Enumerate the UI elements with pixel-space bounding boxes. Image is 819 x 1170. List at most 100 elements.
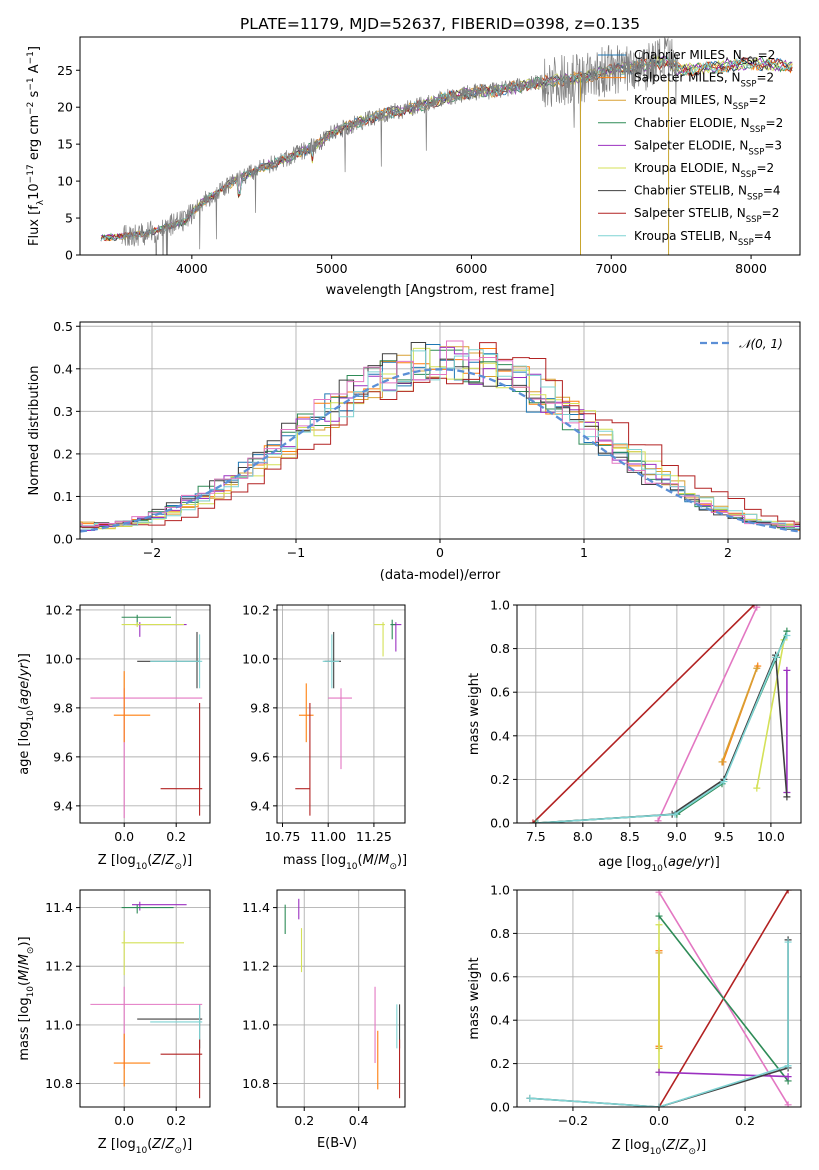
x-tick-label: −0.2 bbox=[558, 1113, 588, 1128]
y-tick-label: 9.8 bbox=[250, 700, 270, 715]
errorbar-point bbox=[295, 702, 311, 816]
y-tick-label: 1.0 bbox=[490, 598, 510, 613]
errorbar-point bbox=[113, 1033, 151, 1087]
x-tick-label: 0.0 bbox=[114, 829, 134, 844]
residual-histogram-line bbox=[80, 347, 800, 530]
mass-weight-marker bbox=[784, 1062, 792, 1070]
mass-weight-marker bbox=[753, 664, 761, 672]
x-tick-label: 11.25 bbox=[356, 829, 392, 844]
mass-weight-marker bbox=[655, 912, 663, 920]
legend-label: Salpeter MILES, NSSP=2 bbox=[634, 71, 774, 90]
mass-weight-marker bbox=[532, 819, 540, 823]
axes-frame bbox=[516, 889, 802, 1108]
x-tick-label: 0.2 bbox=[166, 829, 186, 844]
mass-weight-marker bbox=[784, 1101, 792, 1107]
mass-weight-line bbox=[529, 942, 789, 1107]
errorbar-point bbox=[121, 614, 171, 625]
y-tick-label: 0.6 bbox=[490, 685, 510, 700]
y-tick-label: 0.8 bbox=[490, 641, 510, 656]
mass-weight-marker bbox=[534, 819, 542, 823]
y-tick-label: 0.4 bbox=[490, 728, 510, 743]
y-tick-label: 0 bbox=[65, 248, 73, 263]
observed-spectrum-line bbox=[121, 37, 679, 255]
x-tick-label: 0.2 bbox=[166, 1113, 186, 1128]
y-tick-label: 0.0 bbox=[490, 1100, 510, 1115]
axes-frame bbox=[276, 889, 406, 1108]
errorbar-point bbox=[137, 1004, 203, 1049]
mass-weight-marker bbox=[655, 1068, 663, 1076]
y-tick-label: 10 bbox=[57, 174, 73, 189]
legend-label: Chabrier MILES, NSSP=2 bbox=[634, 48, 775, 67]
y-tick-label: 0.6 bbox=[490, 969, 510, 984]
errorbar-point bbox=[324, 631, 341, 689]
y-tick-label: 1.0 bbox=[490, 883, 510, 898]
mass-weight-line bbox=[537, 654, 788, 823]
errorbar-points bbox=[90, 614, 203, 819]
y-tick-label: 0.8 bbox=[490, 926, 510, 941]
age-vs-mass-panel: 10.75 11.00 11.25 9.4 9.6 9.8 10.0 10.2 mass [lo… bbox=[242, 602, 407, 872]
x-tick-label: 0.2 bbox=[735, 1113, 755, 1128]
mass-weight-marker bbox=[784, 1073, 792, 1081]
x-tick-label: 8000 bbox=[735, 261, 767, 276]
mass-weight-marker bbox=[783, 666, 791, 674]
errorbar-point bbox=[121, 931, 184, 976]
errorbar-point bbox=[392, 622, 402, 652]
massweight-vs-age-ylabel: mass weight bbox=[467, 673, 482, 755]
errorbar-point bbox=[298, 683, 314, 743]
mass-weight-marker bbox=[654, 817, 662, 823]
massweight-vs-age-xlabel: age [log10(age/yr)] bbox=[598, 855, 720, 874]
mass-weight-marker bbox=[529, 819, 537, 823]
y-tick-label: 0.4 bbox=[490, 1013, 510, 1028]
residuals-xlabel: (data-model)/error bbox=[380, 568, 501, 583]
mass-weight-marker bbox=[753, 605, 761, 611]
y-tick-label: 10.2 bbox=[242, 602, 270, 617]
errorbar-point bbox=[121, 622, 184, 628]
mass-weight-line bbox=[756, 639, 785, 789]
y-tick-label: 11.4 bbox=[45, 900, 73, 915]
spectrum-ylabel: Flux [fλ10−17 erg cm−2 s−1 A−1] bbox=[26, 46, 46, 246]
x-tick-label: 0.4 bbox=[349, 1113, 369, 1128]
legend-label: Chabrier ELODIE, NSSP=2 bbox=[634, 116, 783, 135]
residual-histogram-line bbox=[80, 349, 800, 531]
errorbar-point bbox=[132, 901, 187, 911]
mass-weight-marker bbox=[655, 890, 663, 896]
y-tick-label: 15 bbox=[57, 137, 73, 152]
y-tick-label: 9.4 bbox=[250, 798, 270, 813]
mass-weight-line bbox=[658, 1071, 789, 1078]
residuals-ylabel: Normed distribution bbox=[27, 366, 42, 496]
massweight-vs-z-ylabel: mass weight bbox=[467, 957, 482, 1039]
errorbar-point bbox=[322, 634, 340, 689]
x-tick-label: 0.0 bbox=[114, 1113, 134, 1128]
mass-weight-marker bbox=[655, 1103, 663, 1107]
y-tick-label: 0.2 bbox=[490, 1056, 510, 1071]
residuals-legend: 𝒩(0, 1) bbox=[700, 337, 783, 351]
x-tick-label: 5000 bbox=[316, 261, 348, 276]
mass-weight-marker bbox=[671, 810, 679, 818]
mass-weight-line bbox=[535, 630, 788, 823]
mass-weight-marker bbox=[784, 938, 792, 946]
legend-label: 𝒩(0, 1) bbox=[739, 337, 783, 351]
residual-histogram-line bbox=[80, 340, 800, 527]
axes-frame bbox=[79, 36, 801, 256]
x-tick-label: 8.5 bbox=[620, 829, 640, 844]
y-tick-label: 11.2 bbox=[45, 959, 73, 974]
spectrum-title: PLATE=1179, MJD=52637, FIBERID=0398, z=0… bbox=[240, 15, 640, 33]
errorbar-point bbox=[160, 1039, 203, 1099]
x-tick-label: −2 bbox=[143, 545, 161, 560]
legend-label: Kroupa STELIB, NSSP=4 bbox=[634, 229, 772, 248]
massweight-vs-age-panel: 7.5 8.0 8.5 9.0 9.5 10.0 0.0 0.2 0.4 0.6 0.8 1.0 age… bbox=[467, 598, 802, 874]
legend-label: Kroupa MILES, NSSP=2 bbox=[634, 93, 766, 112]
y-tick-label: 10.2 bbox=[45, 602, 73, 617]
y-tick-label: 11.0 bbox=[242, 1017, 270, 1032]
errorbar-point bbox=[137, 631, 200, 689]
errorbar-points bbox=[295, 619, 402, 816]
y-tick-label: 10.8 bbox=[242, 1076, 270, 1091]
x-tick-label: 9.0 bbox=[667, 829, 687, 844]
x-tick-label: 10.75 bbox=[265, 829, 301, 844]
mass-vs-z-xlabel: Z [log10(Z/Z⊙)] bbox=[98, 1137, 192, 1156]
y-tick-label: 9.6 bbox=[53, 749, 73, 764]
y-tick-label: 0.0 bbox=[490, 816, 510, 831]
spectrum-xlabel: wavelength [Angstrom, rest frame] bbox=[326, 283, 555, 298]
mass-weight-marker bbox=[526, 1094, 534, 1102]
